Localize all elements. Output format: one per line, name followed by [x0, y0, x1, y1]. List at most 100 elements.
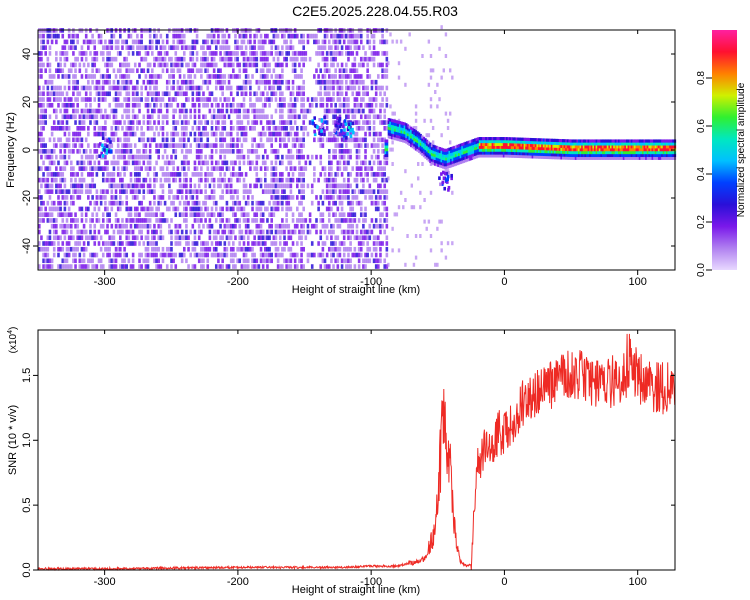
- heatmap-cell: [138, 258, 141, 264]
- heatmap-cell: [146, 120, 150, 125]
- heatmap-cell: [59, 264, 62, 269]
- heatmap-cell: [144, 252, 148, 258]
- heatmap-cell: [229, 85, 233, 91]
- heatmap-cell: [539, 141, 542, 145]
- heatmap-cell: [57, 160, 60, 166]
- heatmap-cell: [266, 252, 269, 258]
- heatmap-cell: [249, 189, 252, 194]
- heatmap-cell: [293, 166, 297, 171]
- heatmap-cell: [302, 131, 305, 137]
- heatmap-cell: [249, 62, 252, 68]
- heatmap-cell: [159, 143, 163, 148]
- heatmap-cell: [410, 138, 413, 142]
- heatmap-cell: [357, 241, 361, 246]
- heatmap-cell: [533, 138, 536, 142]
- heatmap-cell: [255, 62, 259, 68]
- heatmap-cell: [91, 74, 94, 79]
- heatmap-cell: [129, 223, 133, 229]
- heatmap-cell: [101, 51, 105, 56]
- heatmap-cell: [345, 108, 348, 114]
- heatmap-cell: [434, 162, 437, 166]
- heatmap-cell: [253, 149, 256, 154]
- heatmap-cell: [261, 126, 265, 131]
- heatmap-cell: [200, 85, 203, 91]
- heatmap-cell: [89, 102, 92, 108]
- heatmap-cell: [131, 229, 135, 235]
- heatmap-cell: [558, 156, 561, 160]
- heatmap-cell: [274, 126, 278, 131]
- heatmap-cell: [478, 145, 482, 149]
- heatmap-cell: [114, 223, 118, 229]
- heatmap-cell: [127, 258, 131, 264]
- heatmap-cell: [89, 223, 92, 229]
- heatmap-cell: [351, 33, 355, 39]
- heatmap-cell: [80, 160, 84, 166]
- heatmap-cell: [170, 143, 173, 148]
- heatmap-cell: [351, 166, 355, 171]
- heatmap-cell: [189, 206, 192, 212]
- heatmap-cell: [69, 212, 73, 217]
- heatmap-cell: [236, 189, 239, 194]
- heatmap-cell: [355, 39, 359, 45]
- heatmap-cell: [108, 79, 111, 85]
- heatmap-cell: [494, 145, 498, 149]
- heatmap-cell: [327, 189, 331, 194]
- heatmap-cell: [193, 200, 197, 206]
- heatmap-cell: [168, 143, 171, 148]
- heatmap-cell: [295, 56, 299, 62]
- heatmap-cell: [101, 241, 105, 246]
- heatmap-cell: [180, 229, 184, 235]
- heatmap-cell: [153, 189, 156, 194]
- heatmap-cell: [475, 137, 478, 142]
- heatmap-cell: [387, 129, 390, 133]
- heatmap-cell: [65, 212, 69, 217]
- heatmap-cell: [221, 212, 224, 217]
- heatmap-cell: [125, 200, 129, 206]
- heatmap-cell: [168, 160, 171, 166]
- heatmap-cell: [446, 126, 450, 130]
- heatmap-cell: [370, 218, 374, 223]
- heatmap-cell: [157, 120, 161, 125]
- heatmap-cell: [159, 56, 163, 62]
- heatmap-cell: [116, 200, 120, 206]
- heatmap-cell: [131, 195, 135, 200]
- heatmap-cell: [76, 189, 79, 194]
- heatmap-cell: [89, 120, 92, 125]
- heatmap-cell: [397, 129, 400, 133]
- heatmap-cell: [510, 143, 514, 147]
- heatmap-cell: [384, 148, 387, 152]
- heatmap-cell: [351, 200, 355, 206]
- heatmap-cell: [189, 79, 192, 85]
- heatmap-cell: [38, 223, 41, 229]
- heatmap-cell: [133, 235, 137, 241]
- heatmap-cell: [438, 152, 442, 156]
- heatmap-cell: [48, 102, 52, 108]
- heatmap-cell: [123, 160, 126, 166]
- heatmap-cell: [114, 97, 118, 102]
- heatmap-cell: [202, 212, 205, 217]
- heatmap-cell: [518, 149, 522, 153]
- heatmap-cell: [93, 200, 97, 206]
- heatmap-cell: [227, 241, 231, 246]
- heatmap-cell: [89, 51, 92, 56]
- heatmap-cell: [429, 54, 433, 58]
- heatmap-cell: [349, 108, 352, 114]
- heatmap-cell: [246, 258, 250, 264]
- heatmap-cell: [443, 157, 446, 161]
- heatmap-cell: [219, 235, 222, 241]
- heatmap-cell: [362, 79, 365, 85]
- heatmap-cell: [364, 85, 367, 91]
- heatmap-cell: [422, 154, 426, 158]
- heatmap-cell: [193, 120, 197, 125]
- heatmap-cell: [372, 131, 376, 137]
- heatmap-cell: [119, 154, 122, 160]
- heatmap-cell: [200, 45, 203, 50]
- heatmap-cell: [165, 172, 169, 177]
- heatmap-cell: [287, 33, 291, 39]
- heatmap-cell: [362, 160, 365, 166]
- heatmap-cell: [212, 195, 216, 200]
- heatmap-cell: [123, 172, 126, 177]
- heatmap-cell: [38, 212, 41, 217]
- heatmap-cell: [204, 195, 207, 200]
